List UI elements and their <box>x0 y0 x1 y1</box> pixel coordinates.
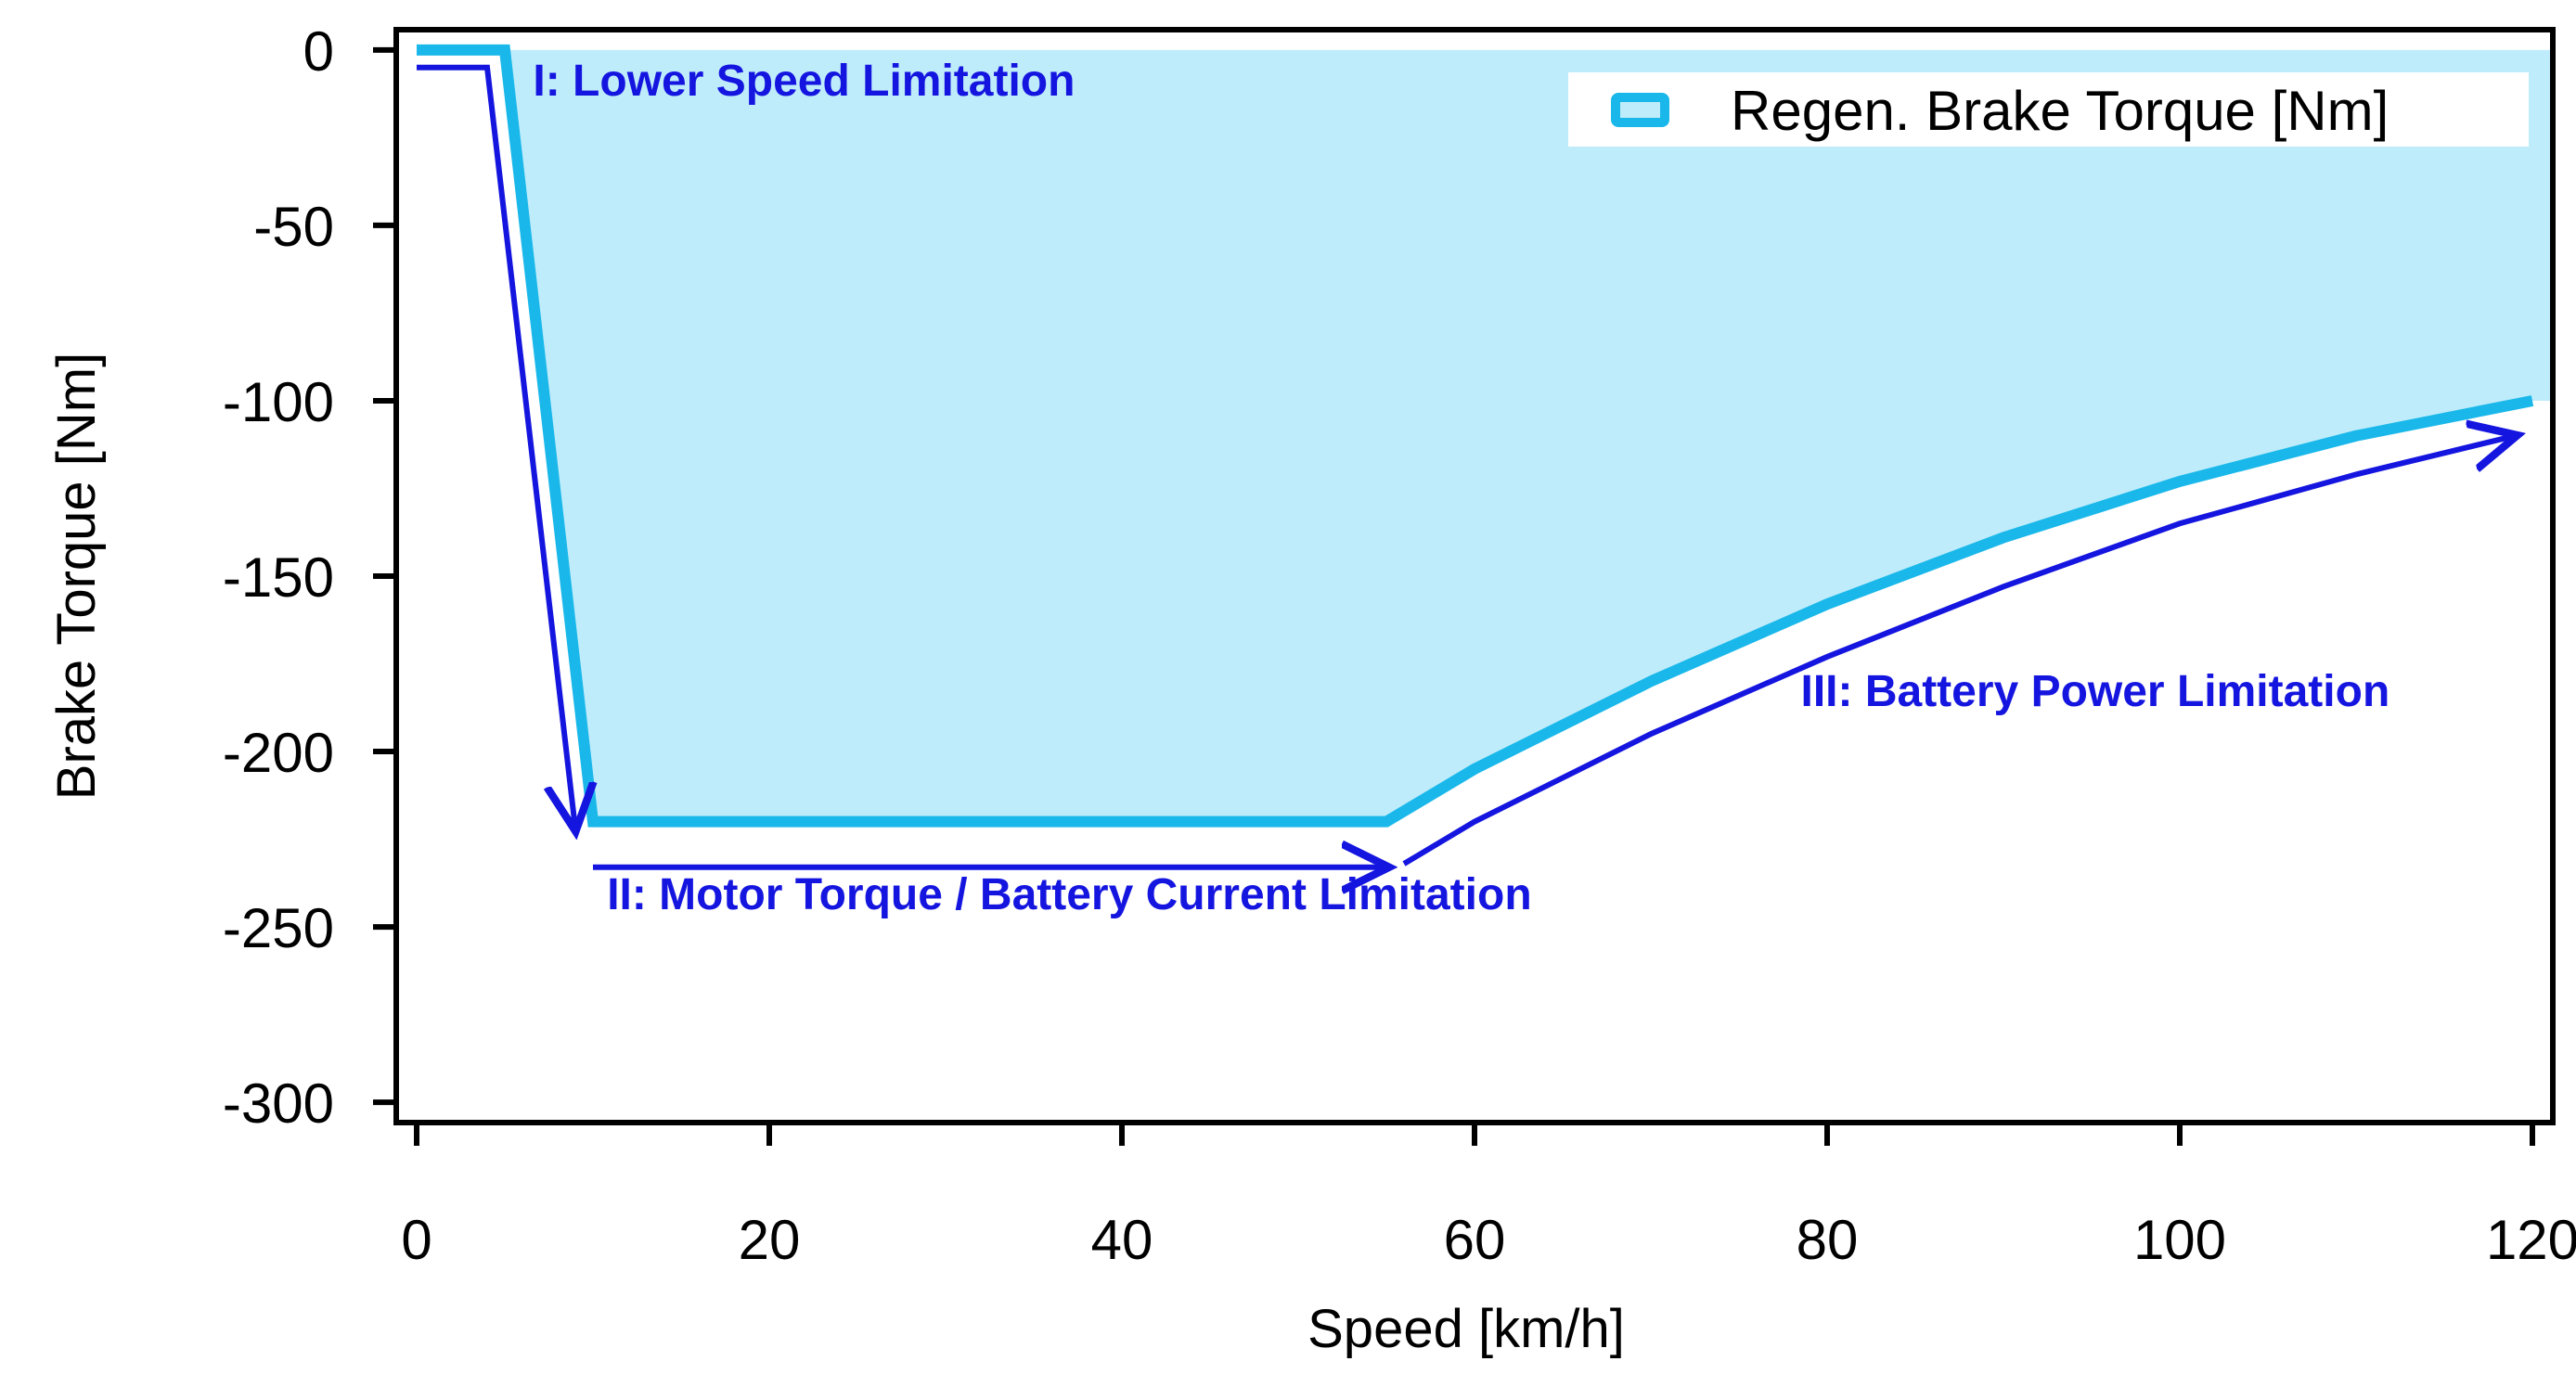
annotation-layer: I: Lower Speed Limitation II: Motor Torqu… <box>417 57 2515 919</box>
y-tick-label: -250 <box>223 897 334 959</box>
y-tick-label: -150 <box>223 546 334 609</box>
line-layer <box>416 44 2534 828</box>
annotation-label-3: III: Battery Power Limitation <box>1801 667 2390 716</box>
annotation-arrow-1 <box>417 64 575 828</box>
area-layer <box>417 49 2550 822</box>
x-tick-label: 100 <box>2133 1209 2226 1271</box>
annotation-label-1: I: Lower Speed Limitation <box>533 57 1075 106</box>
x-tick-label: 80 <box>1797 1209 1859 1271</box>
x-tick-label: 0 <box>401 1209 431 1271</box>
legend-label: Regen. Brake Torque [Nm] <box>1731 80 2389 142</box>
x-axis-label: Speed [km/h] <box>1307 1299 1625 1359</box>
legend: Regen. Brake Torque [Nm] <box>1568 72 2529 147</box>
x-tick-label: 60 <box>1444 1209 1506 1271</box>
x-tick-label: 40 <box>1091 1209 1153 1271</box>
y-axis: 0 -50 -100 -150 -200 -250 -300 <box>223 20 396 1135</box>
x-tick-label: 120 <box>2486 1209 2576 1271</box>
x-axis: 0 20 40 60 80 100 120 <box>401 1123 2576 1271</box>
y-tick-label: -50 <box>253 196 334 258</box>
legend-background <box>1568 72 2529 147</box>
y-tick-label: -300 <box>223 1072 334 1135</box>
annotation-label-2: II: Motor Torque / Battery Current Limit… <box>607 870 1531 919</box>
y-tick-label: -200 <box>223 722 334 784</box>
y-tick-label: -100 <box>223 371 334 433</box>
y-tick-label: 0 <box>303 20 334 83</box>
legend-swatch <box>1611 93 1669 127</box>
x-tick-label: 20 <box>739 1209 801 1271</box>
y-axis-label: Brake Torque [Nm] <box>46 353 107 800</box>
series-area-0 <box>417 49 2550 822</box>
annotation-arrow-3 <box>1402 436 2515 867</box>
